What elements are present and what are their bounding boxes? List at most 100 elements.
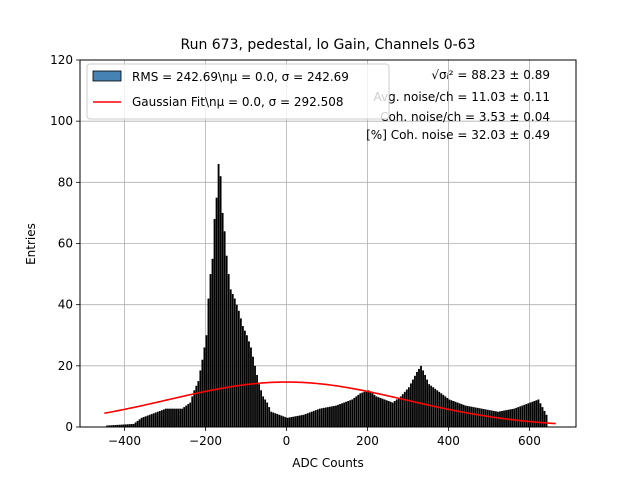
histogram-bar xyxy=(158,410,161,427)
histogram-bar xyxy=(434,388,437,427)
histogram-bar xyxy=(193,390,196,427)
histogram-bar xyxy=(225,255,228,427)
histogram-bar xyxy=(363,391,366,427)
histogram-bar xyxy=(329,406,331,427)
histogram-bar xyxy=(284,417,287,427)
histogram-bar xyxy=(513,408,516,427)
histogram-bar xyxy=(223,231,226,427)
histogram-bar xyxy=(383,399,386,427)
histogram-bar xyxy=(537,399,540,427)
histogram-bar xyxy=(260,390,263,427)
histogram-bar xyxy=(476,407,479,427)
legend-histogram-label: RMS = 242.69\nμ = 0.0, σ = 242.69 xyxy=(132,70,349,84)
y-tick-label: 100 xyxy=(50,114,73,128)
histogram-bar xyxy=(169,408,171,427)
histogram-bar xyxy=(211,258,214,427)
histogram-bar xyxy=(181,408,184,427)
histogram-bar xyxy=(296,415,299,427)
histogram-bar xyxy=(235,304,238,427)
histogram-bar xyxy=(266,402,269,427)
histogram-bar xyxy=(484,409,487,427)
histogram-bar xyxy=(219,176,222,427)
histogram-bar xyxy=(446,397,449,427)
histogram-bar xyxy=(183,407,186,427)
histogram-bar xyxy=(179,408,182,427)
axis-ticks: −400 −200 0 200 400 600 0 20 40 60 80 100 120 xyxy=(50,53,541,448)
histogram-bar xyxy=(294,416,297,427)
histogram-bar xyxy=(124,424,127,427)
histogram-bar xyxy=(116,424,119,427)
histogram-bar xyxy=(403,391,406,427)
histogram-bar xyxy=(142,417,145,427)
histogram-bar xyxy=(397,397,400,427)
histogram-bar xyxy=(359,393,362,427)
histogram-bar xyxy=(229,289,232,427)
histogram-bar xyxy=(132,423,135,427)
x-tick-label: 200 xyxy=(356,434,379,448)
histogram-bar xyxy=(529,402,532,427)
histogram-bar xyxy=(519,406,522,427)
histogram-bar xyxy=(509,409,512,427)
histogram-bar xyxy=(355,396,358,427)
histogram-bar xyxy=(209,274,212,427)
histogram-bar xyxy=(458,403,461,427)
histogram-bar xyxy=(146,415,149,427)
histogram-bar xyxy=(525,404,528,427)
x-axis-label: ADC Counts xyxy=(292,456,364,470)
histogram-bar xyxy=(160,410,163,427)
histogram-bar xyxy=(114,425,117,427)
histogram-bar xyxy=(175,408,177,427)
histogram-bar xyxy=(472,407,475,427)
histogram-bar xyxy=(335,405,337,427)
histogram-bar xyxy=(373,394,376,427)
histogram-bar xyxy=(239,318,242,427)
x-tick-label: 0 xyxy=(283,434,291,448)
histogram-bar xyxy=(361,392,364,427)
histogram-bar xyxy=(351,399,354,427)
histogram-bar xyxy=(118,424,121,427)
histogram-bar xyxy=(250,347,252,427)
histogram-bar xyxy=(460,404,463,427)
histogram-bar xyxy=(215,197,218,427)
x-tick-label: −400 xyxy=(108,434,141,448)
histogram-bar xyxy=(379,397,382,427)
histogram-bar xyxy=(474,407,477,427)
histogram-bar xyxy=(318,408,321,427)
histogram-bar xyxy=(191,396,194,427)
histogram-bar xyxy=(241,326,244,427)
histogram-bar xyxy=(213,219,216,427)
legend-fit-label: Gaussian Fit\nμ = 0.0, σ = 292.508 xyxy=(132,95,344,109)
histogram-bar xyxy=(377,397,380,427)
annotation-avg-noise: Avg. noise/ch = 11.03 ± 0.11 xyxy=(374,90,550,104)
histogram-bar xyxy=(314,410,317,427)
y-tick-label: 20 xyxy=(58,359,73,373)
histogram-bar xyxy=(274,413,277,427)
histogram-bar xyxy=(533,401,536,427)
histogram-bar xyxy=(527,403,530,427)
histogram-bar xyxy=(152,413,155,427)
histogram-bar xyxy=(136,420,139,427)
histogram-bar xyxy=(205,335,208,427)
histogram-bar xyxy=(227,274,230,427)
histogram-bar xyxy=(298,415,301,427)
histogram-bar xyxy=(495,411,497,427)
histogram-bar xyxy=(341,403,343,427)
histogram-bar xyxy=(264,399,267,427)
histogram-bar xyxy=(365,391,368,427)
histogram-bar xyxy=(156,411,159,427)
histogram-bar xyxy=(322,407,325,427)
histogram-bar xyxy=(454,401,457,427)
histogram-bar xyxy=(385,400,388,427)
histogram-bar xyxy=(217,163,220,427)
histogram-bar xyxy=(126,424,129,427)
histogram-bar xyxy=(130,424,133,427)
histogram-bar xyxy=(154,412,157,427)
histogram-bar xyxy=(452,401,455,427)
histogram-bar xyxy=(409,383,412,427)
histogram-bar xyxy=(523,404,526,427)
histogram-bar xyxy=(262,396,265,427)
histogram-bar xyxy=(140,417,143,427)
histogram-bar xyxy=(276,414,279,427)
histogram-bar xyxy=(395,399,398,427)
histogram-bar xyxy=(122,424,125,427)
